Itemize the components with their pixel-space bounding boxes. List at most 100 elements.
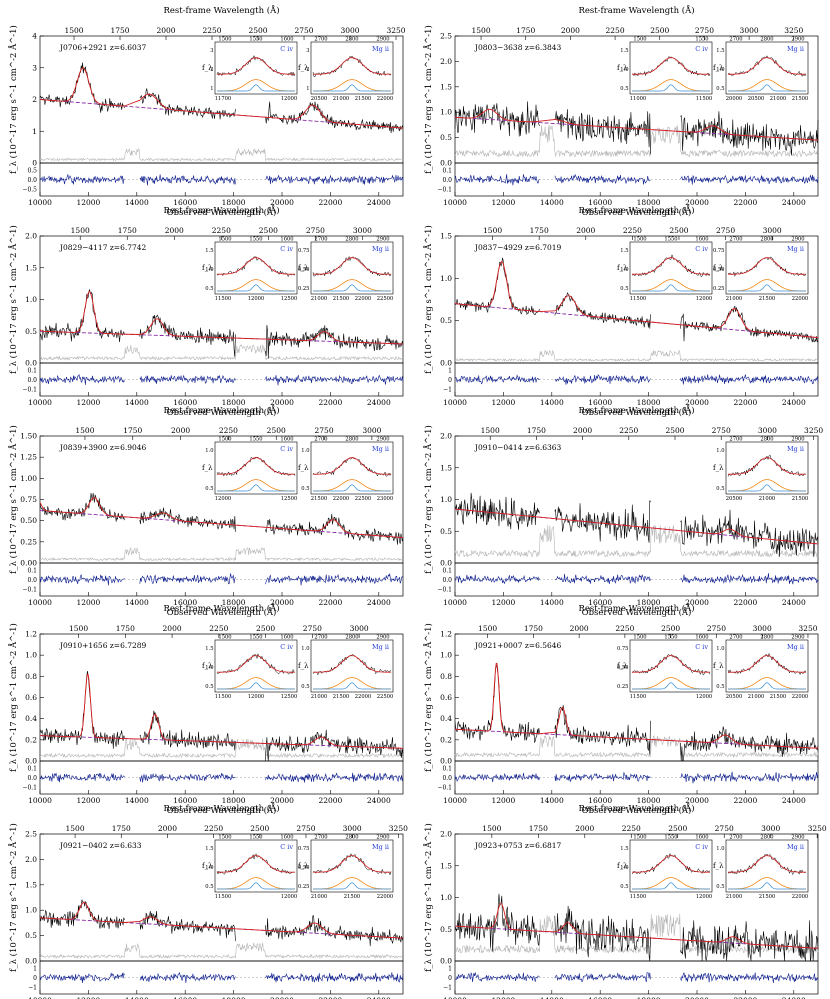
inset-ylabel: f_λ [202,64,213,72]
inset-model [632,57,710,75]
obs-axis-label: Observed Wavelength (Å) [167,606,277,618]
obs-tick-label: 10000 [443,598,467,607]
inset-2: Mg ii f_λ 0.5 1.0 21500 22000 22500 23000 2700 28… [298,437,394,502]
rest-tick-label: 2500 [259,226,278,235]
line-name: C iv [280,643,293,651]
flux-axis-label: f_λ (10^-17 erg s^-1 cm^-2 Å^-1) [7,225,19,374]
residual-tick-label: −0.5 [22,187,37,194]
inset-frame [214,41,298,95]
y-tick-label: 1.25 [20,453,37,462]
inset-rest-tick-label: 2900 [376,635,389,641]
inset-ytick-label: 1.0 [205,865,213,871]
inset-ytick-label: 0.50 [298,267,310,273]
y-tick-label: 1.50 [20,432,37,441]
obs-tick-label: 14000 [125,796,149,805]
rest-tick-label: 1750 [116,624,135,633]
broad-component [313,79,391,92]
inset-rest-tick-label: 2800 [760,37,773,43]
obs-tick-label: 18000 [637,198,661,207]
obs-tick-label: 16000 [173,796,197,805]
quasar-label: J0921+0007 z=6.5646 [474,641,562,650]
obs-tick-label: 22000 [733,598,757,607]
rest-tick-label: 2250 [619,426,638,435]
inset-2: Mg ii f_λ 0.25 0.50 0.75 21000 21500 22000 2700 2… [298,835,394,900]
residual-tick-label: 1 [448,368,452,375]
rest-axis-label: Rest-frame Wavelength (Å) [163,602,279,614]
inset-ytick-label: 1.0 [205,267,213,273]
obs-tick-label: 14000 [540,598,564,607]
rest-tick-label: 3250 [808,824,827,833]
y-tick-label: 2.0 [440,830,452,839]
inset-xtick-label: 11500 [630,296,647,302]
rest-tick-label: 2000 [561,26,580,35]
obs-tick-label: 10000 [28,796,52,805]
inset-ytick-label: 0.5 [205,884,213,890]
obs-axis-label: Observed Wavelength (Å) [582,206,692,218]
y-tick-label: 2.0 [440,432,452,441]
rest-tick-label: 3250 [784,26,803,35]
inset-xtick-label: 21500 [759,894,776,900]
obs-tick-label: 18000 [637,398,661,407]
quasar-label: J0837−4929 z=6.7019 [474,243,562,252]
inset-rest-tick-label: 2900 [376,835,389,841]
inset-rest-tick-label: 1550 [664,835,677,841]
y-tick-label: 0.2 [440,735,452,744]
inset-rest-tick-label: 2900 [791,37,804,43]
best-fit-model [455,662,818,749]
inset-spectrum [216,256,296,278]
obs-tick-label: 10000 [28,398,52,407]
rest-tick-label: 2250 [622,824,641,833]
inset-rest-tick-label: 2800 [760,835,773,841]
obs-tick-label: 14000 [125,996,149,999]
flux-axis-label: f_λ (10^-17 erg s^-1 cm^-2 Å^-1) [422,425,434,574]
residual-tick-label: 0.1 [442,168,452,175]
flux-axis-label: f_λ (10^-17 erg s^-1 cm^-2 Å^-1) [7,623,19,772]
residual-spectrum [454,971,819,984]
inset-ytick-label: 0.5 [620,884,628,890]
rest-tick-label: 2750 [296,824,315,833]
residual-tick-label: −0.1 [22,587,37,594]
inset-model [728,457,806,475]
inset-ytick-label: 1.0 [620,67,628,73]
inset-rest-tick-label: 1600 [695,237,708,243]
broad-component [632,79,710,92]
inset-model [217,257,295,275]
spectrum-panel-8: Rest-frame Wavelength (Å) 1500 1750 2000 225… [422,602,819,816]
obs-tick-label: 20000 [270,398,294,407]
line-name: Mg ii [372,643,389,651]
inset-model [313,57,391,75]
obs-tick-label: 14000 [540,796,564,805]
inset-xtick-label: 22500 [355,496,372,502]
rest-tick-label: 3000 [340,26,359,35]
y-tick-label: 2.0 [440,57,452,66]
rest-tick-label: 1500 [482,824,501,833]
narrow-component [217,84,295,92]
line-name: C iv [695,843,708,851]
y-tick-label: 0.0 [440,957,452,966]
rest-tick-label: 1500 [75,426,94,435]
rest-tick-label: 2750 [707,624,726,633]
inset-rest-tick-label: 1550 [249,635,262,641]
rest-tick-label: 1750 [112,824,131,833]
residual-tick-label: 0.1 [27,368,37,375]
inset-1: C iv f_λ 0.5 1.0 1.5 11500 12000 1500 1550 1600 [617,237,713,302]
inset-rest-tick-label: 2700 [729,237,742,243]
inset-2: Mg ii f_λ 0.25 0.50 0.75 21000 21500 22000 2700 2… [713,237,809,302]
inset-ylabel: f_λ [298,662,309,670]
residual-spectrum [454,573,819,585]
spectrum-panel-5: Rest-frame Wavelength (Å) 1500 1750 2000 225… [7,404,404,618]
inset-spectrum [727,853,807,876]
y-tick-label: 0 [32,159,37,168]
inset-xtick-label: 11500 [215,894,232,900]
obs-axis-label: Observed Wavelength (Å) [582,804,692,816]
rest-tick-label: 1500 [66,824,85,833]
inset-xtick-label: 21500 [333,694,350,700]
inset-ylabel: f_λ [298,64,309,72]
error-spectrum [39,147,404,162]
quasar-label: J0839+3900 z=6.9046 [59,443,147,452]
residual-spectrum [39,173,404,186]
obs-tick-label: 10000 [443,198,467,207]
inset-xtick-label: 21500 [311,496,328,502]
inset-rest-tick-label: 2800 [345,37,358,43]
inset-model [728,257,806,275]
